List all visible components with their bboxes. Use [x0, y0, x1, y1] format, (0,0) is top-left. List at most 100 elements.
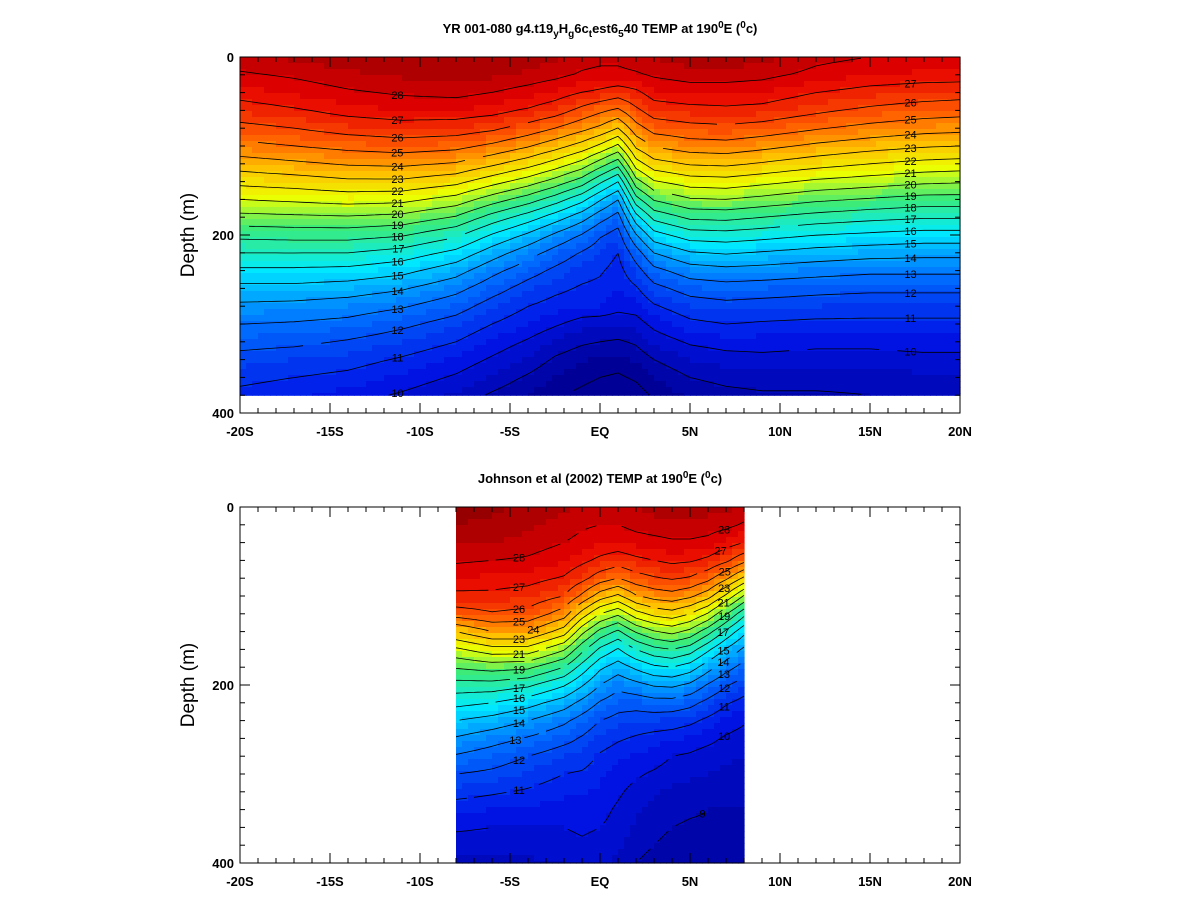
field-cell	[582, 249, 589, 256]
field-cell	[480, 267, 487, 274]
field-cell	[870, 141, 877, 148]
field-cell	[750, 135, 757, 142]
field-cell	[576, 213, 583, 220]
field-cell	[708, 279, 715, 286]
field-cell	[300, 303, 307, 310]
field-cell	[654, 255, 661, 262]
field-cell	[648, 63, 655, 70]
field-cell	[732, 129, 739, 136]
field-cell	[750, 123, 757, 130]
field-cell	[894, 165, 901, 172]
field-cell	[636, 207, 643, 214]
field-cell	[930, 111, 937, 118]
field-cell	[354, 177, 361, 184]
field-cell	[894, 195, 901, 202]
field-cell	[294, 285, 301, 292]
field-cell	[510, 291, 517, 298]
field-cell	[918, 231, 925, 238]
field-cell	[846, 255, 853, 262]
field-cell	[420, 57, 427, 64]
field-cell	[432, 231, 439, 238]
field-cell	[360, 261, 367, 268]
field-cell	[522, 159, 529, 166]
field-cell	[738, 279, 745, 286]
field-cell	[792, 99, 799, 106]
field-cell	[426, 135, 433, 142]
field-cell	[432, 165, 439, 172]
field-cell	[900, 135, 907, 142]
field-cell	[546, 171, 553, 178]
field-cell	[660, 87, 667, 94]
field-cell	[468, 81, 475, 88]
field-cell	[786, 177, 793, 184]
field-cell	[354, 303, 361, 310]
field-cell	[624, 285, 631, 292]
field-cell	[804, 285, 811, 292]
field-cell	[696, 165, 703, 172]
field-cell	[366, 105, 373, 112]
field-cell	[258, 75, 265, 82]
field-cell	[582, 129, 589, 136]
field-cell	[750, 291, 757, 298]
field-cell	[384, 57, 391, 64]
field-cell	[372, 81, 379, 88]
field-cell	[630, 117, 637, 124]
field-cell	[564, 123, 571, 130]
field-cell	[918, 75, 925, 82]
field-cell	[732, 237, 739, 244]
field-cell	[858, 255, 865, 262]
field-cell	[954, 279, 961, 286]
field-cell	[720, 219, 727, 226]
field-cell	[612, 237, 619, 244]
field-cell	[948, 207, 955, 214]
field-cell	[432, 213, 439, 220]
field-cell	[414, 111, 421, 118]
field-cell	[672, 219, 679, 226]
field-cell	[636, 285, 643, 292]
field-cell	[924, 69, 931, 76]
field-cell	[630, 291, 637, 298]
field-cell	[738, 183, 745, 190]
field-cell	[258, 195, 265, 202]
field-cell	[936, 81, 943, 88]
field-cell	[930, 147, 937, 154]
field-cell	[474, 261, 481, 268]
field-cell	[888, 261, 895, 268]
field-cell	[468, 93, 475, 100]
field-cell	[324, 303, 331, 310]
field-cell	[762, 213, 769, 220]
field-cell	[318, 99, 325, 106]
field-cell	[282, 273, 289, 280]
field-cell	[912, 75, 919, 82]
field-cell	[846, 63, 853, 70]
field-cell	[816, 231, 823, 238]
field-cell	[450, 63, 457, 70]
field-cell	[258, 171, 265, 178]
field-cell	[750, 297, 757, 304]
field-cell	[642, 99, 649, 106]
field-cell	[594, 141, 601, 148]
field-cell	[762, 111, 769, 118]
field-cell	[318, 207, 325, 214]
field-cell	[816, 87, 823, 94]
field-cell	[858, 75, 865, 82]
field-cell	[354, 159, 361, 166]
field-cell	[726, 177, 733, 184]
field-cell	[666, 63, 673, 70]
field-cell	[702, 141, 709, 148]
field-cell	[660, 165, 667, 172]
field-cell	[612, 207, 619, 214]
field-cell	[846, 69, 853, 76]
field-cell	[324, 297, 331, 304]
field-cell	[582, 63, 589, 70]
field-cell	[654, 69, 661, 76]
field-cell	[342, 189, 349, 196]
field-cell	[432, 123, 439, 130]
field-cell	[780, 201, 787, 208]
field-cell	[810, 93, 817, 100]
field-cell	[444, 231, 451, 238]
field-cell	[696, 87, 703, 94]
field-cell	[738, 237, 745, 244]
field-cell	[294, 243, 301, 250]
field-cell	[420, 201, 427, 208]
